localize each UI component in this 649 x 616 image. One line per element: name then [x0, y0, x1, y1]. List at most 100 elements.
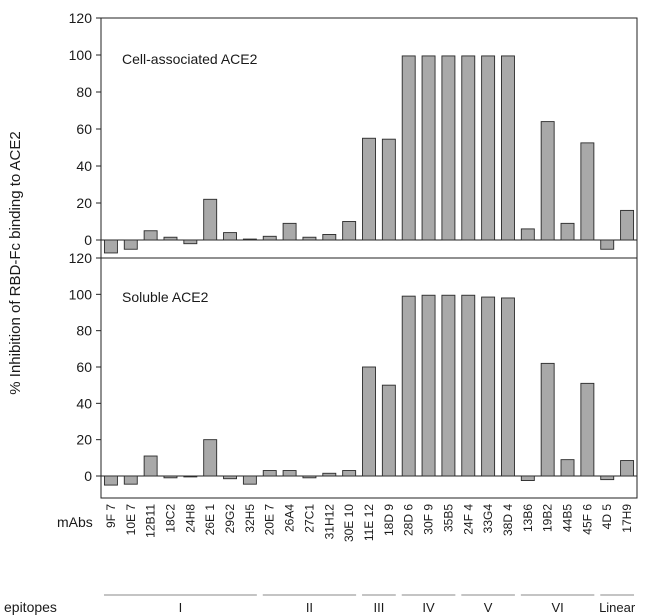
category-label: 27C1 — [302, 504, 316, 533]
bar-17h9 — [620, 209, 635, 241]
epitope-label: I — [179, 600, 183, 615]
panel-cell-associated: Cell-associated ACE2 0 20 40 60 80 100 120 — [69, 10, 638, 259]
y-tick-label: 60 — [76, 359, 92, 375]
category-label: 9F 7 — [104, 504, 118, 528]
epitope-label: II — [306, 600, 313, 615]
category-label: 30F 9 — [422, 504, 436, 535]
y-tick-label: 80 — [76, 84, 92, 100]
category-label: 19B2 — [541, 504, 555, 532]
category-label: 38D 4 — [501, 504, 515, 536]
bar-19b2 — [540, 362, 555, 477]
bar-44b5 — [560, 459, 575, 477]
category-label: 17H9 — [620, 504, 634, 533]
y-tick-label: 100 — [69, 47, 93, 63]
y-tick-label: 0 — [84, 468, 92, 484]
epitopes-label: epitopes — [4, 599, 57, 615]
bar-28d6 — [401, 295, 416, 477]
category-label: 35B5 — [441, 504, 455, 532]
epitope-label: IV — [422, 600, 435, 615]
bar-31h12 — [322, 233, 337, 241]
bar-12b11 — [143, 230, 158, 241]
epitope-groups: I II III IV V VI Linear — [103, 594, 636, 615]
category-label: 29G2 — [223, 504, 237, 534]
bar-11e12 — [362, 137, 376, 241]
bar-29g2 — [223, 232, 237, 241]
bar-9f7 — [103, 239, 118, 254]
panel-title-soluble: Soluble ACE2 — [122, 289, 209, 305]
bar-32h5 — [242, 238, 257, 241]
bar-33g4 — [481, 296, 496, 477]
epitope-label: V — [484, 600, 493, 615]
category-labels: 9F 7 10E 7 12B11 18C2 24H8 26E 1 29G2 32H5 20E 7… — [104, 504, 634, 542]
panel-soluble: Soluble ACE2 0 20 40 60 80 100 120 — [69, 250, 638, 499]
bar-30e10 — [342, 470, 357, 477]
category-label: 10E 7 — [124, 504, 138, 536]
bar-44b5 — [560, 222, 575, 241]
category-label: 26A4 — [283, 504, 297, 532]
category-label: 20E 7 — [263, 504, 277, 536]
category-label: 11E 12 — [362, 504, 376, 541]
bar-38d4 — [501, 55, 515, 241]
category-label: 24H8 — [183, 504, 197, 533]
bar-10e7 — [123, 239, 138, 250]
y-tick-label: 40 — [76, 395, 92, 411]
bar-10e7 — [123, 475, 138, 485]
category-label: 32H5 — [243, 504, 257, 533]
y-tick-label: 0 — [84, 232, 92, 248]
bar-18d9 — [381, 384, 396, 477]
category-label: 45F 6 — [580, 504, 594, 535]
epitope-label: Linear — [599, 600, 636, 615]
y-axis-label: % Inhibition of RBD-Fc binding to ACE2 — [7, 131, 24, 394]
epitope-label: VI — [551, 600, 563, 615]
y-tick-label: 80 — [76, 323, 92, 339]
bar-30f9 — [421, 294, 436, 477]
bar-29g2 — [223, 475, 237, 480]
y-tick-label: 40 — [76, 158, 92, 174]
bar-18c2 — [163, 236, 178, 241]
bar-13b6 — [520, 475, 535, 481]
bar-35b5 — [441, 294, 456, 477]
bar-27c1 — [302, 475, 317, 479]
bar-11e12 — [362, 366, 376, 477]
bar-20e7 — [262, 235, 277, 241]
panel-frame — [100, 257, 638, 499]
category-label: 30E 10 — [342, 504, 356, 542]
category-label: 28D 6 — [402, 504, 416, 536]
bar-33g4 — [481, 55, 496, 241]
bar-19b2 — [540, 121, 555, 241]
bar-24f4 — [461, 55, 476, 241]
bar-24f4 — [461, 294, 476, 477]
y-tick-label: 20 — [76, 195, 92, 211]
bar-26a4 — [282, 470, 297, 477]
epitope-label: III — [374, 600, 385, 615]
category-label: 33G4 — [481, 504, 495, 534]
bar-45f6 — [580, 382, 595, 477]
bar-32h5 — [242, 475, 257, 485]
category-label: 4D 5 — [600, 504, 614, 530]
bar-45f6 — [580, 142, 595, 241]
bar-12b11 — [143, 455, 158, 477]
bar-35b5 — [441, 55, 456, 241]
x-axis-label: mAbs — [57, 514, 93, 530]
bar-13b6 — [520, 228, 535, 241]
category-label: 24F 4 — [461, 504, 475, 535]
bar-30f9 — [421, 55, 436, 241]
category-label: 13B6 — [521, 504, 535, 532]
y-tick-label: 60 — [76, 121, 92, 137]
bar-18c2 — [163, 475, 178, 479]
bar-31h12 — [322, 472, 337, 477]
bar-26a4 — [282, 222, 297, 241]
bar-38d4 — [501, 297, 515, 477]
bar-20e7 — [262, 470, 277, 477]
y-tick-label: 120 — [69, 250, 93, 266]
bar-24h8 — [183, 239, 198, 245]
bar-24h8 — [183, 475, 198, 478]
y-tick-label: 120 — [69, 10, 93, 26]
bar-18d9 — [381, 138, 396, 241]
y-tick-label: 100 — [69, 286, 93, 302]
bar-28d6 — [401, 55, 416, 241]
bar-27c1 — [302, 236, 317, 241]
bar-4d5 — [600, 475, 615, 481]
category-label: 18C2 — [163, 504, 177, 533]
